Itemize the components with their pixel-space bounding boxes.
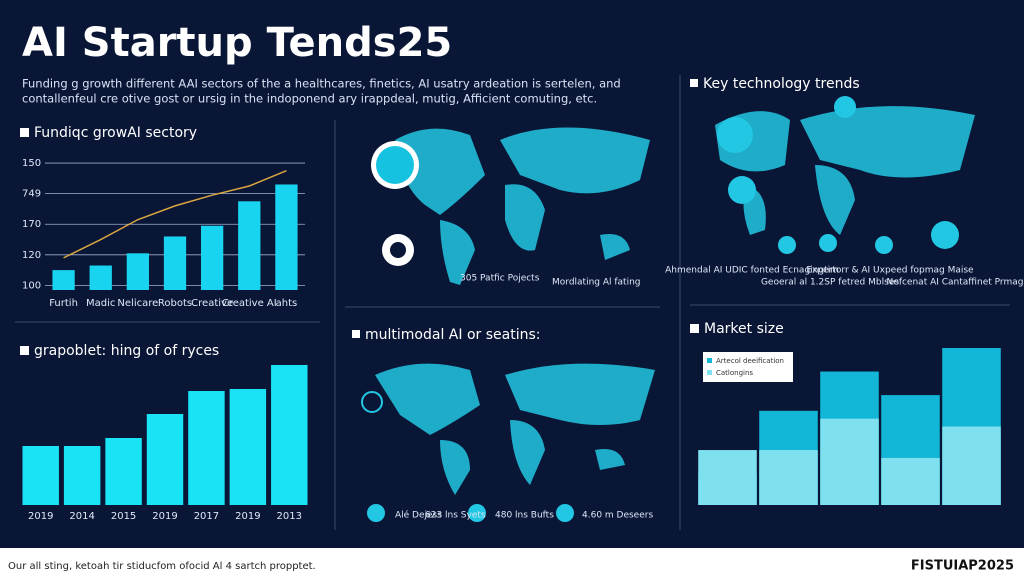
subtitle: contallenfeul cre otive gost or ursig in…: [22, 92, 597, 106]
stat-label: 623 lns Syets: [425, 511, 486, 521]
heading-marker: [352, 330, 360, 338]
bar: [146, 414, 184, 505]
y-tick-label: 100: [22, 280, 41, 291]
bar: [89, 265, 112, 290]
x-tick-label: 2013: [277, 511, 302, 522]
chart-title: Market size: [704, 321, 784, 337]
x-tick-label: Robots: [158, 298, 192, 309]
trend-item: Nefcenat AI Cantaffinet Prmag: [887, 278, 1024, 288]
bar: [188, 391, 225, 505]
stat-label: 480 lns Bufts: [495, 511, 554, 521]
trend-item: Expertorr & AI Uxpeed fopmag Maise: [806, 266, 974, 276]
x-tick-label: 2017: [194, 511, 219, 522]
x-tick-label: 2014: [69, 511, 94, 522]
stat-icon: [556, 504, 574, 522]
x-tick-label: Creative AI: [222, 298, 277, 309]
map-label: Mordlating Al fating: [552, 278, 641, 288]
stat-icon: [367, 504, 385, 522]
chart-title: Fundiqc growAI sectory: [34, 125, 197, 141]
bar: [698, 450, 757, 505]
title: AI Startup Tends25: [22, 20, 452, 66]
subtitle: Funding g growth different AAI sectors o…: [22, 77, 621, 91]
trend-item: Ahmendal AI UDIC fonted Ecnagingtim: [665, 266, 839, 276]
bar: [881, 457, 940, 505]
line: [63, 170, 287, 259]
heading-marker: [20, 346, 29, 355]
bar: [126, 253, 149, 290]
legend-swatch: [707, 370, 712, 375]
bar: [63, 446, 101, 505]
section-title: Key technology trends: [703, 76, 860, 92]
x-tick-label: Furtih: [49, 298, 78, 309]
heading-marker: [690, 79, 698, 87]
bar: [238, 201, 261, 290]
stat-icon: [468, 504, 486, 522]
bar: [201, 225, 224, 290]
bar: [52, 270, 75, 290]
x-tick-label: ahts: [276, 298, 298, 309]
x-tick-label: Creative: [191, 298, 233, 309]
y-tick-label: 170: [22, 219, 41, 230]
bar: [942, 426, 1001, 505]
trend-item: Geoeral al 1.2SP fetred Mblses: [761, 278, 899, 288]
legend-label: Artecol deeification: [716, 357, 784, 365]
y-tick-label: 150: [22, 158, 41, 169]
bar: [820, 418, 879, 505]
legend-swatch: [707, 358, 712, 363]
footer-brand: FISTUIAP2025: [911, 559, 1014, 574]
section-title: multimodal AI or seatins:: [365, 327, 540, 343]
x-tick-label: 2019: [235, 511, 260, 522]
stat-label: 4.60 m Deseers: [582, 511, 653, 521]
heading-marker: [20, 128, 29, 137]
stat-label: Alé Dejess: [395, 510, 442, 521]
bar: [22, 446, 59, 505]
map-label: 305 Patfic Pojects: [460, 274, 540, 284]
legend-label: Catlongins: [716, 369, 753, 377]
x-tick-label: 2019: [28, 511, 53, 522]
bar: [759, 450, 818, 505]
trend-map: [715, 96, 975, 254]
bar: [271, 365, 308, 505]
legend-box: [703, 352, 793, 382]
x-tick-label: Nelicare: [117, 298, 158, 309]
y-tick-label: 749: [22, 189, 41, 200]
chart-title: grapoblet: hing of of ryces: [34, 343, 219, 359]
footer-bar: [0, 548, 1024, 585]
y-tick-label: 120: [22, 250, 41, 261]
world-map: [361, 363, 655, 495]
x-tick-label: Madic: [86, 298, 115, 309]
world-map: [371, 127, 650, 285]
heading-marker: [690, 324, 699, 333]
x-tick-label: 2015: [111, 511, 136, 522]
bar: [163, 236, 187, 290]
bar: [229, 389, 267, 505]
bar: [105, 438, 142, 505]
footer-note: Our all sting, ketoah tir stiducfom ofoc…: [8, 561, 316, 572]
bar: [275, 184, 298, 290]
x-tick-label: 2019: [152, 511, 177, 522]
